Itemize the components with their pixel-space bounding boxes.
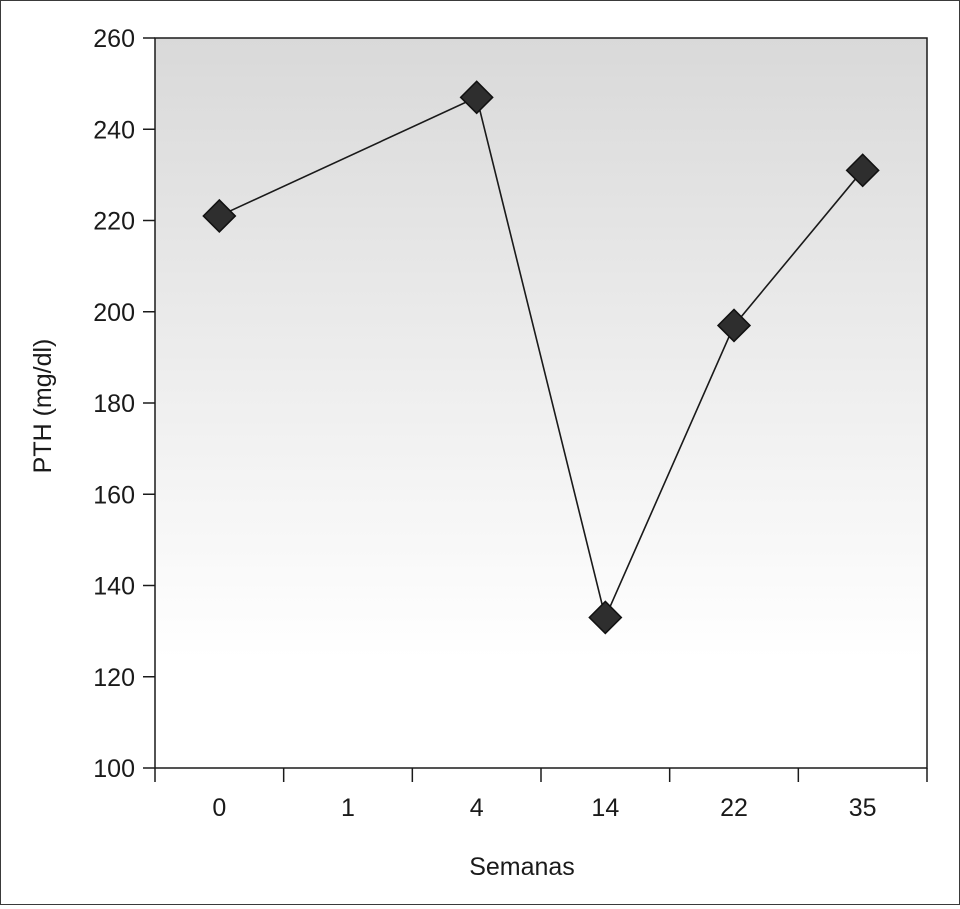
- y-tick-label: 220: [93, 208, 135, 236]
- y-tick-label: 160: [93, 481, 135, 509]
- y-tick-label: 200: [93, 299, 135, 327]
- y-axis: 100 120 140 160 180 200 220 240 260: [93, 25, 155, 783]
- x-tick-label: 35: [849, 794, 877, 822]
- plot-area: [154, 37, 928, 769]
- data-point-marker: [716, 308, 752, 343]
- y-tick-label: 240: [93, 116, 135, 144]
- y-tick-label: 140: [93, 573, 135, 601]
- x-axis: 0 1 4 14 22 35: [154, 768, 928, 822]
- y-axis-title: PTH (mg/dl): [29, 339, 57, 474]
- y-tick-label: 180: [93, 390, 135, 418]
- y-tick-label: 100: [93, 755, 135, 783]
- x-tick-label: 4: [470, 794, 484, 822]
- y-tick-label: 260: [93, 25, 135, 53]
- x-tick-label: 22: [720, 794, 748, 822]
- x-tick-label: 1: [341, 794, 355, 822]
- data-point-marker: [459, 80, 494, 115]
- y-tick-label: 120: [93, 664, 135, 692]
- x-tick-label: 14: [591, 794, 619, 822]
- x-axis-title: Semanas: [469, 853, 575, 881]
- data-point-marker: [845, 153, 880, 188]
- data-point-marker: [588, 600, 623, 635]
- series-layer: [202, 80, 880, 635]
- x-tick-label: 0: [212, 794, 226, 822]
- data-point-marker: [202, 198, 237, 233]
